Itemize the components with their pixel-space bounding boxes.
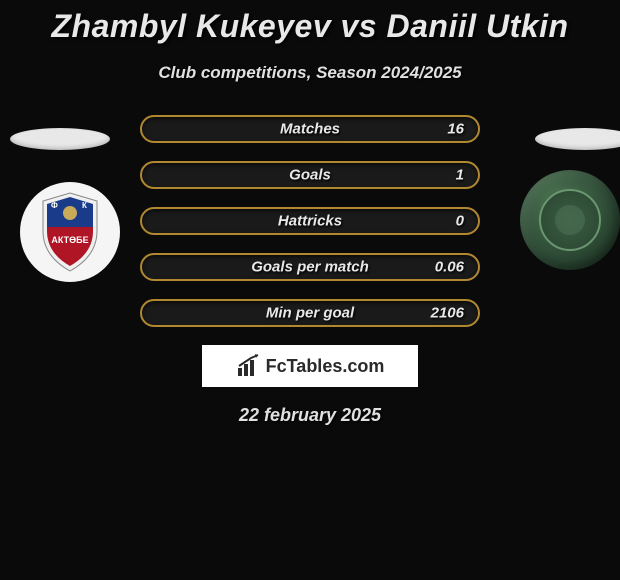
chart-icon xyxy=(236,354,262,378)
stat-label: Goals per match xyxy=(251,259,369,276)
stat-value: 0.06 xyxy=(435,259,464,276)
stat-label: Matches xyxy=(280,121,340,138)
stat-row: Min per goal 2106 xyxy=(140,299,480,327)
brand-text: FcTables.com xyxy=(266,356,385,377)
stats-list: Matches 16 Goals 1 Hattricks 0 Goals per match… xyxy=(140,115,480,327)
stat-row: Hattricks 0 xyxy=(140,207,480,235)
aktobe-shield-icon: АКТӨБЕ Ф К xyxy=(35,191,105,273)
date-text: 22 february 2025 xyxy=(0,405,620,426)
terek-inner-icon xyxy=(539,189,601,251)
svg-text:К: К xyxy=(82,201,87,210)
stat-row: Goals per match 0.06 xyxy=(140,253,480,281)
stat-value: 1 xyxy=(456,167,464,184)
stat-value: 2106 xyxy=(431,305,464,322)
svg-text:Ф: Ф xyxy=(51,201,58,210)
stat-row: Matches 16 xyxy=(140,115,480,143)
stat-label: Hattricks xyxy=(278,213,342,230)
club-badge-right xyxy=(520,170,620,270)
svg-text:АКТӨБЕ: АКТӨБЕ xyxy=(51,235,88,245)
stat-value: 16 xyxy=(447,121,464,138)
shadow-right xyxy=(535,128,620,150)
club-badge-left: АКТӨБЕ Ф К xyxy=(20,182,120,282)
page-title: Zhambyl Kukeyev vs Daniil Utkin xyxy=(0,0,620,45)
stat-label: Min per goal xyxy=(266,305,354,322)
subtitle: Club competitions, Season 2024/2025 xyxy=(0,63,620,83)
stat-row: Goals 1 xyxy=(140,161,480,189)
shadow-left xyxy=(10,128,110,150)
stat-label: Goals xyxy=(289,167,331,184)
stat-value: 0 xyxy=(456,213,464,230)
brand-box: FcTables.com xyxy=(202,345,418,387)
